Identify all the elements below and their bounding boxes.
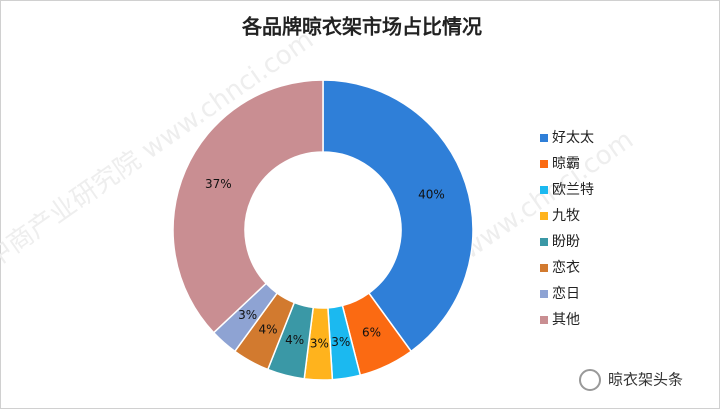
data-label: 3% [331,335,350,349]
legend-swatch [540,186,548,194]
legend-swatch [540,290,548,298]
legend-label: 欧兰特 [552,182,594,198]
legend-label: 恋日 [552,285,580,302]
legend-swatch [540,316,548,324]
legend-label: 晾霸 [552,156,580,172]
data-label: 3% [310,336,329,350]
footer-icon [579,369,601,391]
data-label: 4% [285,333,304,347]
data-label: 4% [259,322,278,336]
footer-text: 晾衣架头条 [608,371,683,389]
legend-swatch [540,134,548,142]
legend-label: 好太太 [552,130,594,146]
legend-label: 其他 [552,312,580,328]
legend-label: 九牧 [552,208,580,224]
legend-label: 盼盼 [552,234,580,250]
data-label: 37% [205,177,232,191]
legend-swatch [540,238,548,246]
legend-swatch [540,264,548,272]
data-label: 3% [238,308,257,322]
donut-slice [322,79,474,353]
data-label: 6% [362,326,381,340]
chart-title: 各品牌晾衣架市场占比情况 [241,15,482,39]
donut-slice [172,79,324,334]
legend-swatch [540,212,548,220]
legend-swatch [540,160,548,168]
legend-label: 恋衣 [552,259,580,276]
data-label: 40% [418,187,445,201]
